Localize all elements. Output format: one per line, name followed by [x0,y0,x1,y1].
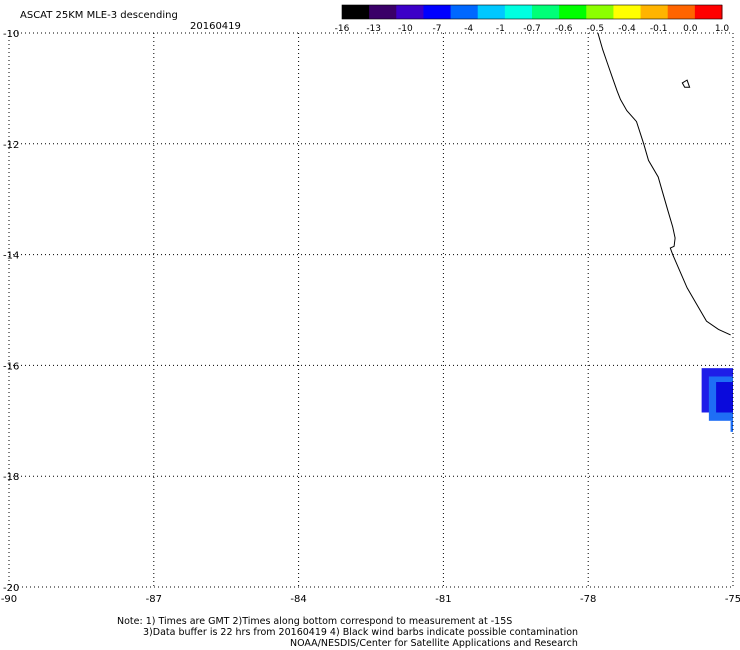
swath-cell-2 [716,382,733,413]
y-tick-label: -20 [3,583,19,594]
swath-cell-3 [730,420,733,432]
colorbar-label: 0.0 [683,24,698,34]
lat-lon-grid [8,32,734,588]
colorbar-swatch [369,5,397,19]
colorbar-swatch [450,5,479,19]
y-tick-label: -16 [3,361,19,372]
x-tick-label: -90 [1,594,17,605]
island-outline [681,79,691,88]
colorbar-border [341,4,723,20]
colorbar-label: -10 [398,24,413,34]
colorbar-label: -16 [335,24,350,34]
x-tick-label: -75 [725,594,740,605]
colorbar-label: -0.6 [555,24,573,34]
colorbar-swatch [559,5,587,19]
colorbar-swatch [423,5,452,19]
colorbar-label: -13 [366,24,381,34]
x-tick-label: -78 [580,594,596,605]
coastline [597,32,731,336]
y-tick-label: -10 [3,29,19,40]
colorbar-label: -7 [433,24,442,34]
colorbar-swatch [504,5,533,19]
note-line-1: Note: 1) Times are GMT 2)Times along bot… [117,616,513,627]
latitude-labels: -10 -12 -14 -16 -18 -20 [3,29,19,594]
note-line-3: NOAA/NESDIS/Center for Satellite Applica… [290,638,578,649]
y-tick-label: -14 [3,251,19,262]
map-date: 20160419 [190,21,241,32]
longitude-labels: -90 -87 -84 -81 -78 -75 [1,594,740,605]
colorbar-swatch [396,5,424,19]
colorbar-label: -0.5 [587,24,605,34]
y-tick-label: -18 [3,472,19,483]
colorbar-swatch [586,5,614,19]
colorbar-label: -1 [496,24,505,34]
map-plot-area: -90 -87 -84 -81 -78 -75 -10 -12 -14 -16 -18 -20 [1,29,740,605]
x-tick-label: -81 [435,594,451,605]
colorbar-swatch [342,5,370,19]
x-tick-label: -87 [146,594,162,605]
colorbar-swatch [477,5,506,19]
colorbar-label: -0.1 [650,24,668,34]
colorbar-swatch [613,5,642,19]
map-frame [8,32,734,588]
colorbar-legend: -16 -13 -10 -7 -4 -1 -0.7 -0.6 -0.5 -0.4 -0.1 0.0 1.… [335,4,730,34]
colorbar-swatch [667,5,696,19]
x-tick-label: -84 [290,594,306,605]
colorbar-label: -0.4 [618,24,636,34]
wind-swath [701,368,733,432]
colorbar-swatch [640,5,669,19]
note-line-2: 3)Data buffer is 22 hrs from 20160419 4)… [143,627,579,638]
colorbar-label: -0.7 [523,24,541,34]
y-tick-label: -12 [3,140,19,151]
colorbar-swatch [694,5,723,19]
map-title: ASCAT 25KM MLE-3 descending [20,10,178,21]
colorbar-label: 1.0 [715,24,730,34]
colorbar-swatch [532,5,560,19]
colorbar-label: -4 [464,24,473,34]
